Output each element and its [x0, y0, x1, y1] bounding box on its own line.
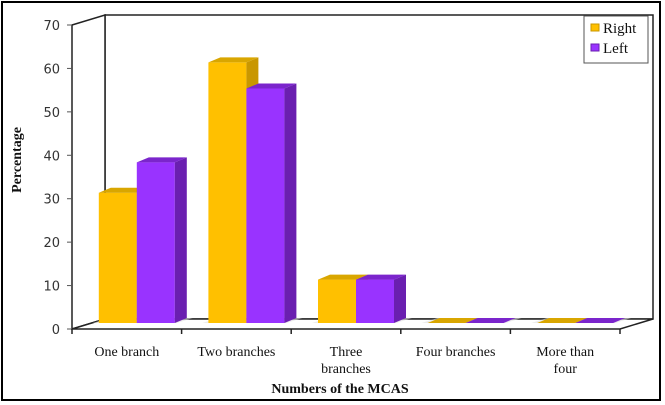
bar-front [246, 88, 285, 323]
x-axis-title: Numbers of the MCAS [271, 382, 408, 397]
x-category-label: Two branches [197, 345, 275, 360]
bar-side [284, 83, 297, 323]
x-category-label: Four branches [416, 345, 496, 360]
bar-front [208, 62, 247, 324]
bar-top [208, 57, 259, 63]
bar-front [318, 279, 356, 323]
bar-left [136, 157, 187, 323]
bar-front [356, 279, 394, 323]
bar-front [136, 162, 175, 323]
legend: Right Left [583, 15, 649, 64]
bar-right [427, 318, 478, 324]
y-axis-title: Percentage [10, 127, 25, 193]
bar-top [136, 157, 187, 163]
bar-side [394, 274, 406, 323]
legend-label-left: Left [603, 41, 629, 57]
bar-right [537, 318, 588, 324]
bar-left [575, 318, 626, 324]
x-category-label: More than [536, 345, 594, 360]
bar-top [575, 318, 626, 323]
x-category-label: four [554, 362, 578, 377]
x-category-label: branches [321, 362, 371, 377]
y-tick-label: 30 [43, 193, 60, 208]
bar-side [174, 157, 187, 323]
bar-top [465, 318, 516, 323]
bar-top [427, 318, 478, 323]
x-category-label: One branch [94, 345, 159, 360]
bar-top [98, 187, 149, 193]
legend-swatch-right [590, 23, 600, 32]
y-tick-label: 10 [43, 280, 60, 295]
bar-left [246, 83, 297, 323]
legend-swatch-left [590, 43, 600, 52]
x-category-label: Three [330, 345, 363, 360]
legend-label-right: Right [603, 21, 637, 37]
y-tick-label: 70 [43, 19, 60, 34]
y-tick-label: 40 [43, 149, 60, 164]
bar-top [318, 274, 368, 280]
bar-top [537, 318, 588, 323]
bar-left [356, 274, 406, 323]
bar-top [246, 83, 297, 89]
y-tick-label: 50 [43, 106, 60, 121]
y-tick-label: 0 [52, 323, 60, 338]
bar-front [98, 192, 137, 323]
bar-top [356, 274, 406, 280]
y-tick-label: 20 [43, 236, 60, 251]
back-wall [104, 14, 654, 320]
bar-right [318, 274, 368, 323]
y-tick-label: 60 [43, 62, 60, 77]
bar-left [465, 318, 516, 324]
